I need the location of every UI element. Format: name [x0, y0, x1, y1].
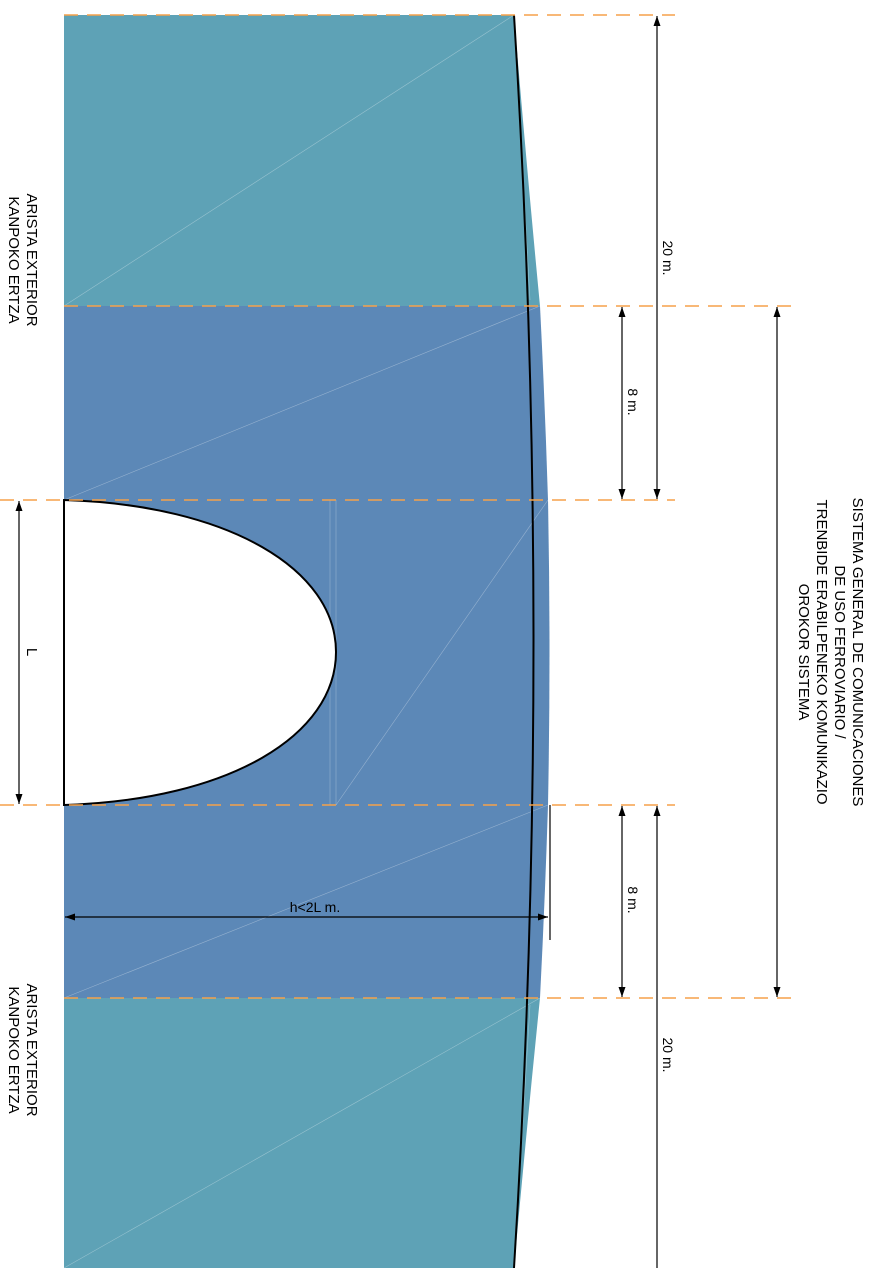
- system-label-2: DE USO FERROVIARIO /: [831, 565, 848, 739]
- edge-label-top-1: ARISTA EXTERIOR: [23, 193, 40, 326]
- dim-8m-bottom-label: 8 m.: [625, 886, 641, 913]
- edge-label-bottom-1: ARISTA EXTERIOR: [23, 983, 40, 1116]
- dim-20m-bottom-label: 20 m.: [660, 1037, 676, 1072]
- dim-20m-top-label: 20 m.: [660, 240, 676, 275]
- outer-zone-bottom: [64, 998, 540, 1268]
- outer-boundary-curve: [513, 14, 535, 1269]
- system-label-3: TRENBIDE ERABILPENEKO KOMUNIKAZIO: [813, 499, 830, 804]
- inner-zone-top: [64, 306, 548, 500]
- dim-h-label: h<2L m.: [290, 899, 340, 915]
- inner-zone-bottom: [64, 805, 548, 998]
- system-label-1: SISTEMA GENERAL DE COMUNICACIONES: [849, 498, 866, 807]
- edge-label-bottom-2: KANPOKO ERTZA: [5, 986, 22, 1113]
- dimension-lines: [15, 15, 781, 1268]
- text-labels: ARISTA EXTERIOR KANPOKO ERTZA ARISTA EXT…: [5, 193, 866, 1116]
- system-label-4: OROKOR SISTEMA: [795, 584, 812, 721]
- dim-8m-top-label: 8 m.: [625, 388, 641, 415]
- opening-shape: [63, 498, 338, 807]
- outer-zone-top: [64, 15, 540, 306]
- guide-lines: [0, 14, 800, 999]
- dim-L-label: L: [23, 648, 40, 656]
- edge-label-top-2: KANPOKO ERTZA: [5, 196, 22, 323]
